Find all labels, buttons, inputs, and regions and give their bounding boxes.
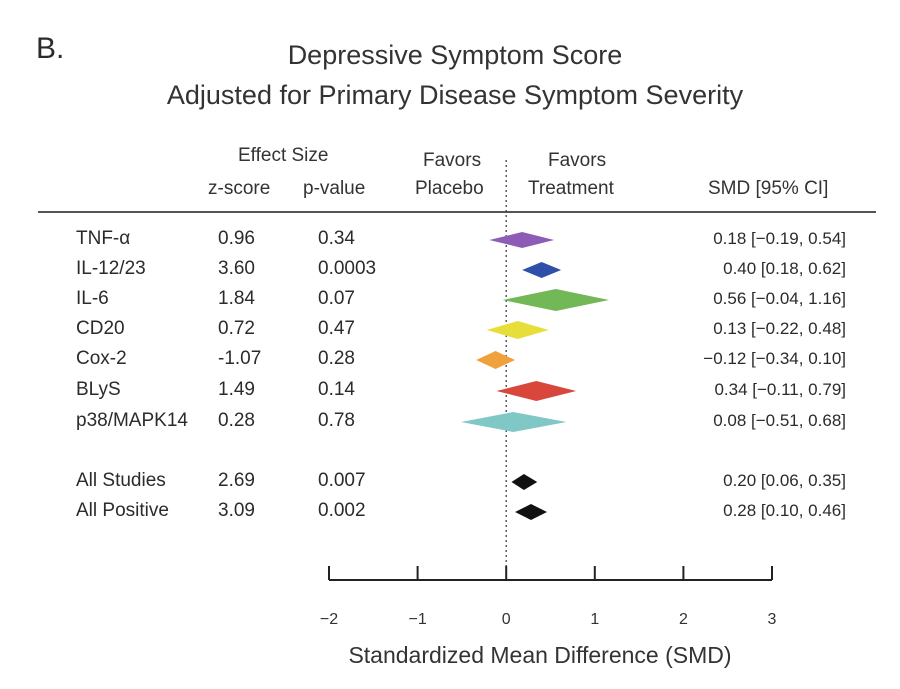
row-p-value: 0.07	[318, 288, 355, 309]
row-smd-ci: 0.20 [0.06, 0.35]	[723, 471, 846, 490]
row-label: IL-6	[76, 288, 109, 309]
panel-label: B.	[36, 32, 65, 65]
chart-title-line-2: Adjusted for Primary Disease Symptom Sev…	[166, 80, 744, 110]
x-tick-label: 3	[767, 611, 777, 628]
row-smd-ci: 0.18 [−0.19, 0.54]	[713, 229, 846, 248]
row-label: p38/MAPK14	[76, 410, 188, 431]
x-tick-label: 1	[590, 611, 600, 628]
row-p-value: 0.47	[318, 318, 355, 339]
row-label: TNF-α	[76, 228, 131, 249]
header-favors-treatment-1: Favors	[548, 150, 607, 171]
header-effect-size: Effect Size	[238, 145, 329, 166]
x-tick-label: 2	[678, 611, 688, 628]
diamond-5	[496, 381, 577, 401]
diamond-4	[476, 351, 516, 369]
row-smd-ci: 0.56 [−0.04, 1.16]	[713, 289, 846, 308]
x-tick-label: −2	[319, 611, 339, 628]
row-z-score: -1.07	[218, 348, 262, 369]
header-p-value: p-value	[303, 178, 366, 199]
row-label: IL-12/23	[76, 258, 146, 279]
row-label: CD20	[76, 318, 125, 339]
row-z-score: 0.28	[218, 410, 255, 431]
row-label: BLyS	[76, 379, 121, 400]
row-z-score: 1.49	[218, 379, 255, 400]
row-p-value: 0.002	[318, 500, 366, 521]
row-z-score: 0.72	[218, 318, 255, 339]
diamond-2	[502, 289, 609, 311]
x-tick-label: 0	[501, 611, 511, 628]
x-axis-label: Standardized Mean Difference (SMD)	[348, 642, 732, 668]
row-z-score: 1.84	[218, 288, 255, 309]
header-smd-ci: SMD [95% CI]	[708, 178, 829, 199]
header-favors-placebo-1: Favors	[423, 150, 482, 171]
row-smd-ci: 0.13 [−0.22, 0.48]	[713, 319, 846, 338]
chart-title-line-1: Depressive Symptom Score	[287, 40, 623, 70]
row-smd-ci: 0.28 [0.10, 0.46]	[723, 501, 846, 520]
row-label: All Studies	[76, 470, 166, 491]
row-smd-ci: −0.12 [−0.34, 0.10]	[703, 349, 846, 368]
row-p-value: 0.78	[318, 410, 355, 431]
row-label: All Positive	[76, 500, 169, 521]
diamond-0	[489, 232, 555, 248]
row-p-value: 0.0003	[318, 258, 377, 279]
row-p-value: 0.007	[318, 470, 366, 491]
header-z-score: z-score	[208, 178, 271, 199]
diamond-8	[515, 504, 547, 520]
row-smd-ci: 0.34 [−0.11, 0.79]	[714, 380, 846, 399]
row-p-value: 0.34	[318, 228, 355, 249]
diamond-6	[461, 412, 567, 432]
row-p-value: 0.14	[318, 379, 355, 400]
header-favors-treatment-2: Treatment	[528, 178, 614, 199]
diamond-7	[511, 474, 538, 490]
row-smd-ci: 0.08 [−0.51, 0.68]	[713, 411, 846, 430]
row-z-score: 3.09	[218, 500, 255, 521]
row-label: Cox-2	[76, 348, 127, 369]
diamond-1	[522, 262, 562, 278]
row-z-score: 2.69	[218, 470, 255, 491]
header-favors-placebo-2: Placebo	[415, 178, 484, 199]
row-smd-ci: 0.40 [0.18, 0.62]	[723, 259, 846, 278]
row-z-score: 3.60	[218, 258, 255, 279]
row-z-score: 0.96	[218, 228, 255, 249]
diamond-3	[486, 321, 549, 339]
x-tick-label: −1	[408, 611, 427, 628]
row-p-value: 0.28	[318, 348, 355, 369]
